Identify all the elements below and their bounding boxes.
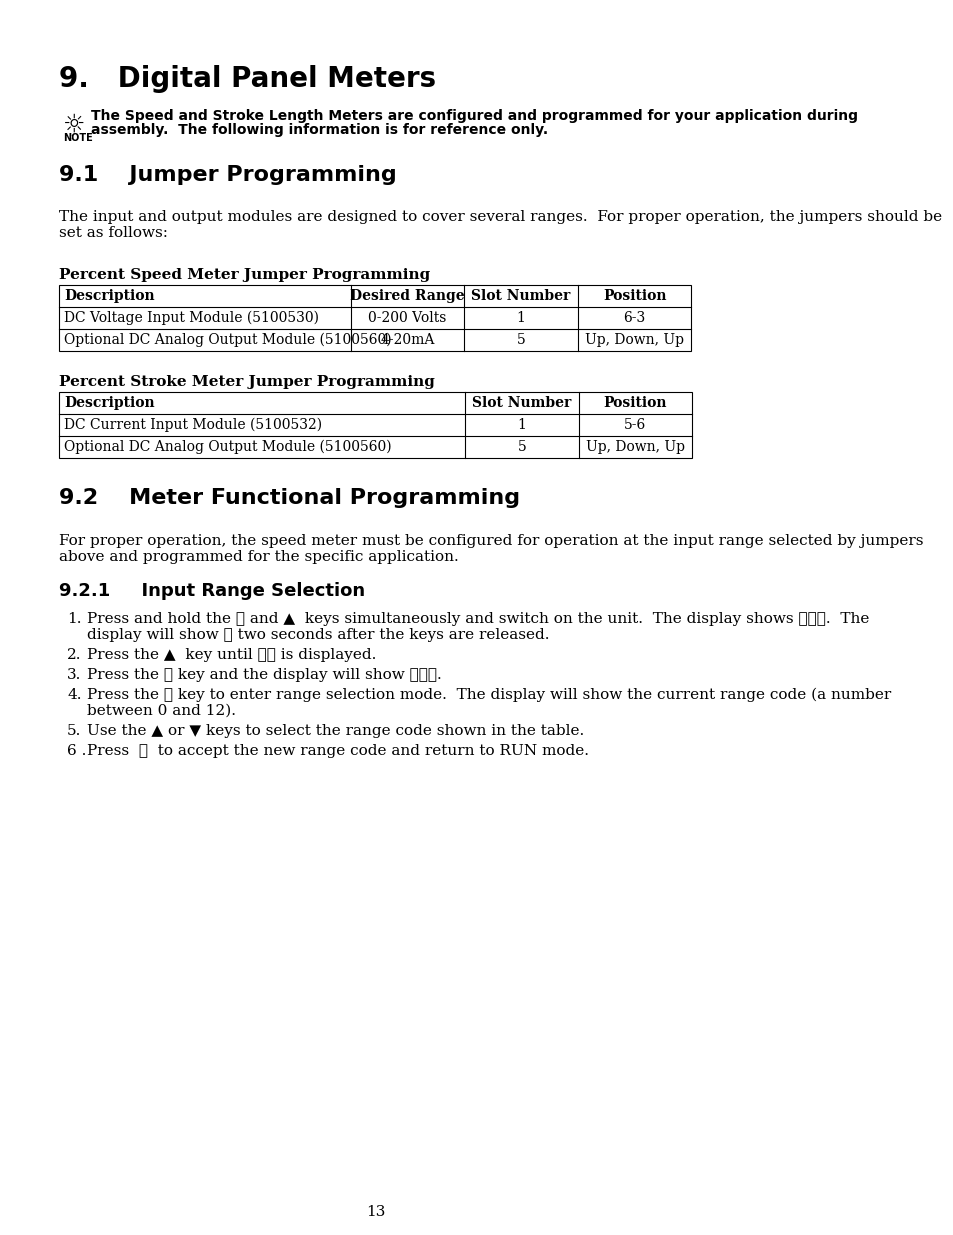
Text: Position: Position (603, 396, 666, 410)
Text: 5: 5 (517, 333, 525, 347)
Text: 2.: 2. (67, 648, 81, 662)
Text: NOTE: NOTE (63, 133, 92, 143)
Text: Desired Range: Desired Range (350, 289, 464, 303)
Text: ☼: ☼ (63, 112, 86, 137)
Text: between 0 and 12).: between 0 and 12). (87, 704, 235, 718)
Text: Up, Down, Up: Up, Down, Up (585, 440, 684, 454)
Text: DC Current Input Module (5100532): DC Current Input Module (5100532) (64, 417, 322, 432)
Text: Optional DC Analog Output Module (5100560): Optional DC Analog Output Module (510056… (64, 440, 391, 454)
Text: 5.: 5. (67, 724, 81, 739)
Text: set as follows:: set as follows: (59, 226, 168, 240)
Text: The input and output modules are designed to cover several ranges.  For proper o: The input and output modules are designe… (59, 210, 942, 224)
Text: Optional DC Analog Output Module (5100560): Optional DC Analog Output Module (510056… (64, 332, 391, 347)
Text: Press  Ⓢ  to accept the new range code and return to RUN mode.: Press Ⓢ to accept the new range code and… (87, 743, 588, 758)
Text: 1: 1 (517, 311, 525, 325)
Text: Description: Description (64, 396, 154, 410)
Bar (59, 391, 692, 458)
Text: 0-200 Volts: 0-200 Volts (368, 311, 446, 325)
Bar (59, 285, 691, 351)
Text: 13: 13 (366, 1205, 385, 1219)
Text: 4.: 4. (67, 688, 81, 701)
Text: 9.2.1     Input Range Selection: 9.2.1 Input Range Selection (59, 582, 365, 600)
Text: above and programmed for the specific application.: above and programmed for the specific ap… (59, 550, 458, 564)
Text: Up, Down, Up: Up, Down, Up (584, 333, 683, 347)
Text: Press the Ⓢ key and the display will show ＳＥＬ.: Press the Ⓢ key and the display will sho… (87, 668, 441, 682)
Text: Description: Description (64, 289, 154, 303)
Text: display will show ０ two seconds after the keys are released.: display will show ０ two seconds after th… (87, 629, 549, 642)
Text: Slot Number: Slot Number (472, 396, 571, 410)
Text: 3.: 3. (67, 668, 81, 682)
Text: Press and hold the Ⓢ and ▲  keys simultaneously and switch on the unit.  The dis: Press and hold the Ⓢ and ▲ keys simultan… (87, 613, 868, 626)
Text: 5-6: 5-6 (623, 417, 646, 432)
Text: 1: 1 (517, 417, 526, 432)
Text: 9.   Digital Panel Meters: 9. Digital Panel Meters (59, 65, 436, 93)
Text: Press the ▲  key until ６６ is displayed.: Press the ▲ key until ６６ is displayed. (87, 648, 375, 662)
Text: 6-3: 6-3 (623, 311, 645, 325)
Text: 5: 5 (517, 440, 526, 454)
Text: Position: Position (602, 289, 666, 303)
Text: The Speed and Stroke Length Meters are configured and programmed for your applic: The Speed and Stroke Length Meters are c… (91, 109, 857, 124)
Text: 6 .: 6 . (67, 743, 87, 758)
Text: 9.1    Jumper Programming: 9.1 Jumper Programming (59, 165, 396, 185)
Text: 9.2    Meter Functional Programming: 9.2 Meter Functional Programming (59, 488, 519, 508)
Text: assembly.  The following information is for reference only.: assembly. The following information is f… (91, 124, 547, 137)
Text: For proper operation, the speed meter must be configured for operation at the in: For proper operation, the speed meter mu… (59, 534, 923, 548)
Text: 4-20mA: 4-20mA (380, 333, 435, 347)
Text: Press the Ⓢ key to enter range selection mode.  The display will show the curren: Press the Ⓢ key to enter range selection… (87, 688, 890, 703)
Text: 1.: 1. (67, 613, 81, 626)
Text: Slot Number: Slot Number (471, 289, 570, 303)
Text: Use the ▲ or ▼ keys to select the range code shown in the table.: Use the ▲ or ▼ keys to select the range … (87, 724, 583, 739)
Text: Percent Stroke Meter Jumper Programming: Percent Stroke Meter Jumper Programming (59, 375, 435, 389)
Text: Percent Speed Meter Jumper Programming: Percent Speed Meter Jumper Programming (59, 268, 430, 282)
Text: DC Voltage Input Module (5100530): DC Voltage Input Module (5100530) (64, 311, 318, 325)
